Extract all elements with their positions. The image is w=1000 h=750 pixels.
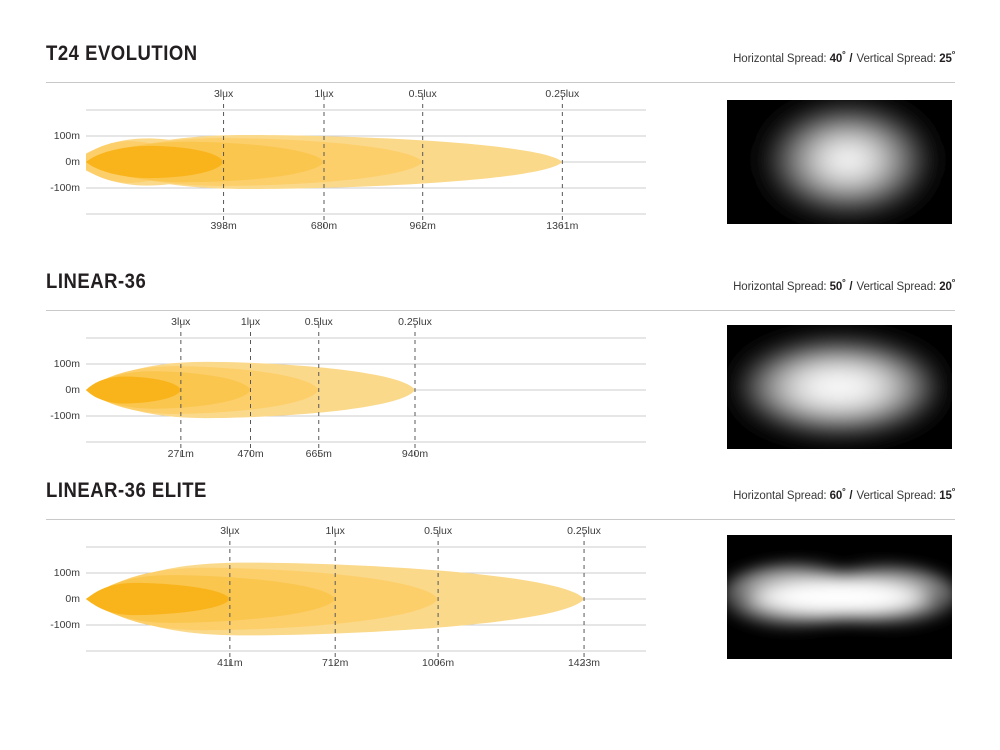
beam-glow-render (727, 100, 952, 224)
header-divider (46, 310, 955, 311)
product-block: T24 EVOLUTION Horizontal Spread: 40º / Vert… (0, 42, 1000, 232)
y-axis-tick-label: 0m (65, 593, 80, 605)
y-axis-tick-label: 100m (53, 358, 80, 370)
block-header: LINEAR-36 Horizontal Spread: 50º / Vertical… (0, 270, 1000, 312)
distance-label-strip: 271m 470m 665m 940m (46, 448, 646, 466)
lux-label-strip: 3lux 1lux 0.5lux 0.25lux (46, 525, 646, 543)
beam-pattern-photo-linear-36-elite (727, 535, 952, 659)
lux-label-strip: 3lux 1lux 0.5lux 0.25lux (46, 316, 646, 334)
spread-separator: / (849, 489, 853, 502)
beam-pattern-chart: 3lux 1lux 0.5lux 0.25lux 100m 0m -100m 271m 470m… (46, 316, 646, 468)
beam-isolux-region (86, 376, 181, 404)
plot-area: 100m 0m -100m (46, 533, 646, 665)
lux-label-strip: 3lux 1lux 0.5lux 0.25lux (46, 88, 646, 106)
block-header: T24 EVOLUTION Horizontal Spread: 40º / Vert… (0, 42, 1000, 84)
horizontal-spread-value: 60 (829, 489, 843, 502)
horizontal-spread-label: Horizontal Spread: (733, 489, 827, 502)
beam-pattern-chart: 3lux 1lux 0.5lux 0.25lux 100m 0m -100m 393m 680m… (46, 88, 646, 240)
beam-isolux-region (86, 582, 230, 616)
lux-threshold-label: 1lux (314, 88, 334, 100)
lux-threshold-label: 0.25lux (398, 316, 432, 328)
vertical-spread-label: Vertical Spread: (856, 489, 937, 502)
degree-symbol: º (951, 486, 955, 496)
vertical-spread-value: 25 (939, 52, 952, 65)
degree-symbol: º (951, 277, 955, 287)
y-axis-tick-label: 0m (65, 156, 80, 168)
degree-symbol: º (842, 486, 846, 496)
degree-symbol: º (842, 277, 846, 287)
distance-tick-label: 1423m (567, 657, 601, 669)
product-title: LINEAR-36 (46, 270, 147, 293)
degree-symbol: º (951, 49, 955, 59)
spread-specification: Horizontal Spread: 40º / Vertical Spread: … (733, 49, 955, 65)
horizontal-spread-value: 50 (829, 280, 843, 293)
header-divider (46, 82, 955, 83)
lux-threshold-label: 3lux (171, 316, 191, 328)
vertical-spread-label: Vertical Spread: (856, 280, 937, 293)
product-block: LINEAR-36 Horizontal Spread: 50º / Vertical… (0, 270, 1000, 460)
lux-threshold-label: 3lux (213, 88, 234, 100)
distance-tick-label: 393m (210, 220, 237, 232)
y-axis-tick-label: 100m (53, 130, 80, 142)
horizontal-spread-label: Horizontal Spread: (733, 280, 827, 293)
beam-glow-render (727, 535, 952, 659)
y-axis-tick-label: 100m (53, 567, 80, 579)
distance-tick-label: 962m (409, 220, 436, 232)
plot-area: 100m 0m -100m (46, 96, 646, 228)
spread-separator: / (849, 52, 853, 65)
spread-specification: Horizontal Spread: 50º / Vertical Spread: … (733, 277, 955, 293)
beam-pattern-photo-t24-evolution (727, 100, 952, 224)
distance-tick-label: 940m (401, 448, 429, 460)
product-block: LINEAR-36 ELITE Horizontal Spread: 60º / Ve… (0, 479, 1000, 669)
header-divider (46, 519, 955, 520)
horizontal-spread-label: Horizontal Spread: (733, 52, 827, 65)
distance-tick-label: 712m (322, 657, 349, 669)
beam-pattern-chart: 3lux 1lux 0.5lux 0.25lux 100m 0m -100m 411m 712m… (46, 525, 646, 677)
block-header: LINEAR-36 ELITE Horizontal Spread: 60º / Ve… (0, 479, 1000, 521)
y-axis-tick-label: 0m (65, 384, 80, 396)
lux-threshold-label: 0.5lux (408, 88, 437, 100)
distance-tick-label: 665m (305, 448, 332, 460)
spread-specification: Horizontal Spread: 60º / Vertical Spread: … (733, 486, 955, 502)
distance-tick-label: 271m (167, 448, 194, 460)
degree-symbol: º (842, 49, 846, 59)
distance-label-strip: 411m 712m 1006m 1423m (46, 657, 646, 675)
beam-glow-render (727, 325, 952, 449)
lux-threshold-label: 1lux (325, 525, 345, 537)
vertical-spread-value: 20 (939, 280, 952, 293)
distance-tick-label: 411m (217, 657, 243, 669)
y-axis-tick-label: -100m (50, 619, 80, 631)
beam-pattern-photo-linear-36 (727, 325, 952, 449)
lux-threshold-label: 1lux (240, 316, 261, 328)
distance-tick-label: 1361m (546, 220, 579, 232)
product-title: LINEAR-36 ELITE (46, 479, 207, 502)
y-axis-tick-label: -100m (50, 182, 80, 194)
distance-label-strip: 393m 680m 962m 1361m (46, 220, 646, 238)
lux-threshold-label: 0.5lux (304, 316, 333, 328)
lux-threshold-label: 0.5lux (424, 525, 453, 537)
lux-threshold-label: 0.25lux (545, 88, 580, 100)
plot-area: 100m 0m -100m (46, 324, 646, 456)
beam-isolux-region (86, 145, 224, 179)
vertical-spread-value: 15 (939, 489, 952, 502)
lux-threshold-label: 3lux (220, 525, 240, 537)
vertical-spread-label: Vertical Spread: (856, 52, 937, 65)
distance-tick-label: 680m (310, 220, 338, 232)
distance-tick-label: 1006m (422, 657, 455, 669)
spread-separator: / (849, 280, 853, 293)
lux-threshold-label: 0.25lux (567, 525, 601, 537)
distance-tick-label: 470m (237, 448, 264, 460)
product-title: T24 EVOLUTION (46, 42, 198, 65)
horizontal-spread-value: 40 (829, 52, 843, 65)
y-axis-tick-label: -100m (50, 410, 80, 422)
